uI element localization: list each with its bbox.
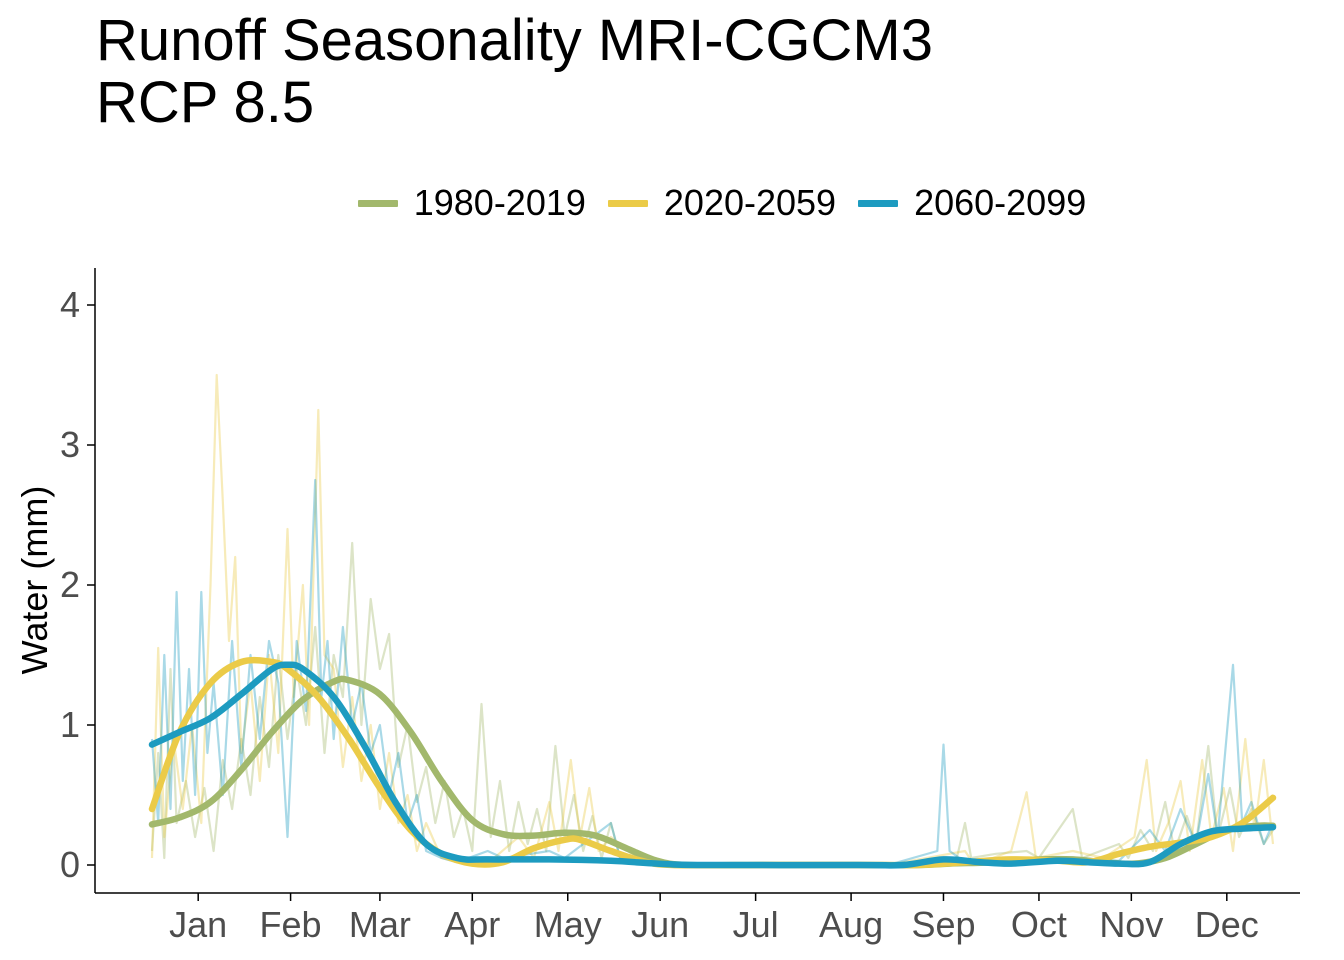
x-tick-label: Jul — [733, 904, 779, 945]
legend-item-2: 2020-2059 — [607, 182, 837, 224]
legend-label-3: 2060-2099 — [914, 182, 1087, 223]
legend-item-1: 1980-2019 — [357, 182, 586, 224]
x-tick-label: May — [534, 904, 602, 945]
y-tick-label: 2 — [60, 564, 80, 605]
x-tick-label: Mar — [349, 904, 411, 945]
x-tick-label: Jun — [631, 904, 689, 945]
x-tick-label: Aug — [819, 904, 883, 945]
x-tick-label: Sep — [911, 904, 975, 945]
x-tick-label: Oct — [1011, 904, 1067, 945]
daily-line-3 — [150, 478, 1275, 867]
x-ticks: Jan Feb Mar Apr May Jun Jul Aug Sep Oct Nov Dec — [169, 893, 1259, 945]
daily-series-layer — [150, 373, 1275, 867]
y-tick-label: 0 — [60, 844, 80, 885]
smooth-line-3 — [148, 661, 1277, 869]
title-line-1: Runoff Seasonality MRI-CGCM3 — [96, 8, 934, 73]
x-tick-label: Feb — [260, 904, 322, 945]
legend-item-3: 2060-2099 — [858, 182, 1086, 224]
y-ticks: 0 1 2 3 4 — [60, 284, 95, 885]
legend: 1980-2019 2020-2059 2060-2099 — [0, 178, 1344, 228]
smooth-series-layer — [148, 656, 1277, 869]
title-line-2: RCP 8.5 — [96, 70, 315, 135]
x-tick-label: Nov — [1099, 904, 1163, 945]
x-tick-label: Apr — [444, 904, 500, 945]
y-tick-label: 3 — [60, 424, 80, 465]
smooth-line-2 — [148, 656, 1277, 869]
daily-line-1 — [150, 541, 1274, 867]
chart-title: Runoff Seasonality MRI-CGCM3 RCP 8.5 — [96, 10, 933, 134]
y-tick-label: 4 — [60, 284, 80, 325]
x-tick-label: Dec — [1195, 904, 1259, 945]
y-tick-label: 1 — [60, 704, 80, 745]
legend-key-3 — [858, 199, 899, 207]
legend-label-2: 2020-2059 — [663, 182, 837, 223]
x-tick-label: Jan — [169, 904, 227, 945]
legend-key-2 — [607, 199, 648, 207]
y-axis-title: Water (mm) — [14, 486, 55, 675]
legend-label-1: 1980-2019 — [413, 182, 586, 223]
legend-key-1 — [357, 199, 398, 207]
